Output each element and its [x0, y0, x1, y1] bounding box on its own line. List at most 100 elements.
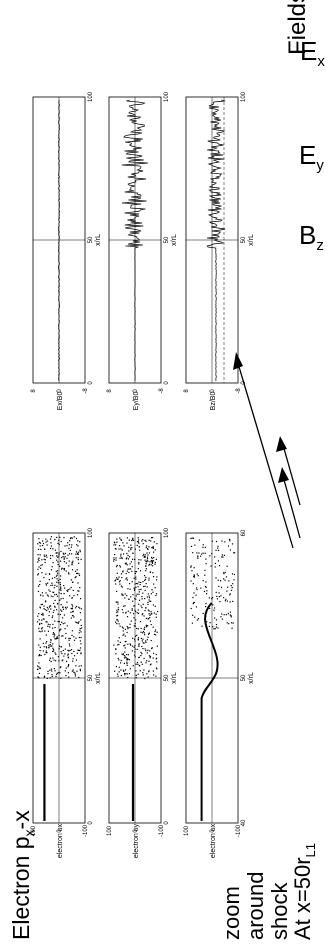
- electron-point: [60, 628, 62, 630]
- electron-point: [67, 653, 69, 655]
- electron-point: [119, 583, 121, 585]
- electron-point: [140, 655, 142, 657]
- electron-point: [58, 543, 60, 546]
- electron-point: [156, 661, 158, 663]
- electron-point: [66, 601, 68, 603]
- electron-point: [45, 646, 47, 648]
- annotation-arrows: [233, 352, 301, 549]
- electron-point: [63, 536, 65, 539]
- electron-point: [46, 556, 48, 558]
- electron-point: [44, 561, 46, 563]
- electron-xlabel-0: x/rL: [95, 672, 102, 684]
- electron-point: [52, 562, 54, 564]
- electron-point: [78, 632, 80, 634]
- electron-point: [149, 664, 152, 666]
- electron-point: [65, 632, 67, 635]
- electron-point: [66, 625, 68, 627]
- electron-point: [122, 654, 124, 656]
- electron-point: [144, 554, 146, 556]
- electron-point: [43, 618, 45, 620]
- electron-point: [72, 560, 74, 562]
- electron-point: [41, 544, 44, 547]
- electron-point: [77, 582, 79, 584]
- electron-point: [146, 558, 149, 560]
- electron-point: [124, 635, 126, 637]
- electron-point: [54, 594, 56, 596]
- electron-point: [143, 556, 145, 558]
- electron-point: [49, 590, 51, 592]
- electron-point: [148, 579, 150, 581]
- electron-point: [135, 670, 137, 672]
- electron-point: [134, 597, 136, 600]
- electron-point: [45, 583, 47, 585]
- electron-point: [71, 630, 74, 632]
- electron-point: [122, 630, 124, 632]
- electron-zoom-point: [205, 602, 207, 605]
- electron-point: [156, 543, 158, 545]
- electron-zoom-point: [196, 619, 198, 621]
- electron-point: [118, 666, 120, 668]
- electron-point: [138, 664, 141, 667]
- electron-point: [37, 621, 39, 623]
- electron-point: [77, 590, 79, 592]
- electron-point: [71, 652, 73, 655]
- electron-point: [79, 598, 82, 600]
- electron-point: [74, 576, 76, 579]
- electron-point: [57, 613, 59, 615]
- electron-point: [37, 668, 39, 671]
- electron-point: [59, 666, 61, 669]
- electron-point: [145, 568, 147, 570]
- electron-point: [46, 640, 48, 643]
- electron-point: [71, 607, 74, 609]
- electron-point: [64, 622, 66, 624]
- electron-point: [139, 549, 141, 551]
- electron-point: [40, 613, 43, 616]
- fields-xlabel-1: x/rL: [171, 234, 178, 246]
- electron-point: [40, 564, 42, 567]
- electron-point: [116, 566, 118, 568]
- caption-position: At x=50rL1: [290, 843, 318, 940]
- electron-point: [123, 672, 126, 675]
- electron-zoom-point: [225, 614, 227, 616]
- electron-point: [120, 659, 122, 662]
- electron-point: [124, 593, 126, 595]
- electron-point: [38, 541, 41, 544]
- electron-point: [127, 588, 129, 590]
- electron-point: [152, 536, 154, 539]
- electron-zoom-point: [221, 613, 223, 615]
- electron-point: [134, 625, 136, 627]
- electron-point: [127, 676, 129, 679]
- electron-point: [80, 624, 82, 627]
- electron-point: [126, 557, 128, 559]
- field-trace-2: [206, 99, 226, 382]
- electron-point: [134, 570, 136, 573]
- electron-point: [58, 592, 60, 594]
- electron-zoom-point: [216, 595, 218, 597]
- electron-zoom-point: [215, 623, 218, 626]
- electron-point: [141, 598, 143, 600]
- electron-point: [52, 648, 55, 651]
- electron-point: [152, 591, 154, 593]
- electron-point: [148, 595, 150, 597]
- electron-point: [75, 621, 77, 623]
- electron-point: [63, 557, 65, 559]
- electron-ytick-2-0: 100: [184, 825, 190, 836]
- electron-point: [38, 566, 40, 568]
- electron-point: [54, 606, 56, 608]
- electron-zoom-point: [213, 617, 216, 619]
- electron-point: [129, 623, 131, 625]
- electron-zoom-point: [233, 552, 235, 554]
- electron-zoom-point: [208, 597, 211, 599]
- electron-point: [64, 628, 66, 630]
- electron-point: [44, 630, 46, 632]
- electron-zoom-point: [218, 585, 220, 588]
- electron-point: [120, 548, 122, 550]
- electron-point: [43, 608, 45, 610]
- electron-zoom-point: [230, 615, 232, 617]
- electron-point: [135, 582, 138, 585]
- electron-point: [59, 672, 61, 674]
- electron-point: [151, 561, 154, 563]
- electron-point: [127, 554, 129, 557]
- electron-point: [154, 629, 157, 631]
- electron-point: [39, 667, 41, 669]
